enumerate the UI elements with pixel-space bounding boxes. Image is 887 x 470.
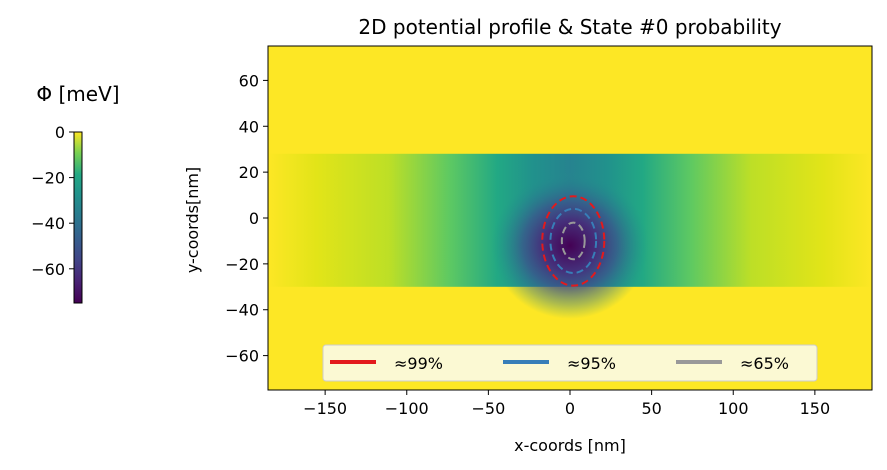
y-tick-label: −40 [225, 301, 259, 320]
legend-box [322, 344, 818, 382]
legend-label: ≈65% [740, 354, 789, 373]
contour-0 [541, 195, 606, 287]
y-axis-label: y-coords[nm] [183, 167, 202, 273]
y-tick-label: 40 [239, 117, 259, 136]
x-axis-ticks: −150 −100 −50 0 50 100 150 [303, 390, 830, 418]
x-tick-label: −100 [385, 399, 429, 418]
chart-title: 2D potential profile & State #0 probabil… [358, 15, 781, 39]
x-tick-label: 100 [718, 399, 749, 418]
y-axis-ticks: −60 −40 −20 0 20 40 60 [225, 71, 268, 366]
colorbar-tick-label: −60 [31, 260, 65, 279]
colorbar-label: Φ [meV] [36, 82, 119, 106]
colorbar: Φ [meV] 0 −20 −40 −60 [31, 82, 120, 304]
y-tick-label: 0 [249, 209, 259, 228]
colorbar-tick-label: −20 [31, 169, 65, 188]
potential-well [491, 172, 649, 319]
contour-2 [560, 221, 586, 261]
x-tick-label: 50 [641, 399, 661, 418]
x-tick-label: 0 [565, 399, 575, 418]
y-tick-label: −20 [225, 255, 259, 274]
x-tick-label: −150 [303, 399, 347, 418]
legend-label: ≈99% [394, 354, 443, 373]
colorbar-gradient [73, 131, 83, 304]
x-tick-label: −50 [471, 399, 505, 418]
legend: ≈99% ≈95% ≈65% [322, 344, 818, 382]
heatmap-area [268, 46, 872, 390]
x-tick-label: 150 [800, 399, 831, 418]
y-tick-label: −60 [225, 347, 259, 366]
colorbar-tick-label: 0 [55, 123, 65, 142]
x-axis-label: x-coords [nm] [514, 436, 626, 455]
probability-contours [541, 195, 606, 287]
y-tick-label: 20 [239, 163, 259, 182]
colorbar-tick-label: −40 [31, 214, 65, 233]
legend-label: ≈95% [567, 354, 616, 373]
y-tick-label: 60 [239, 71, 259, 90]
